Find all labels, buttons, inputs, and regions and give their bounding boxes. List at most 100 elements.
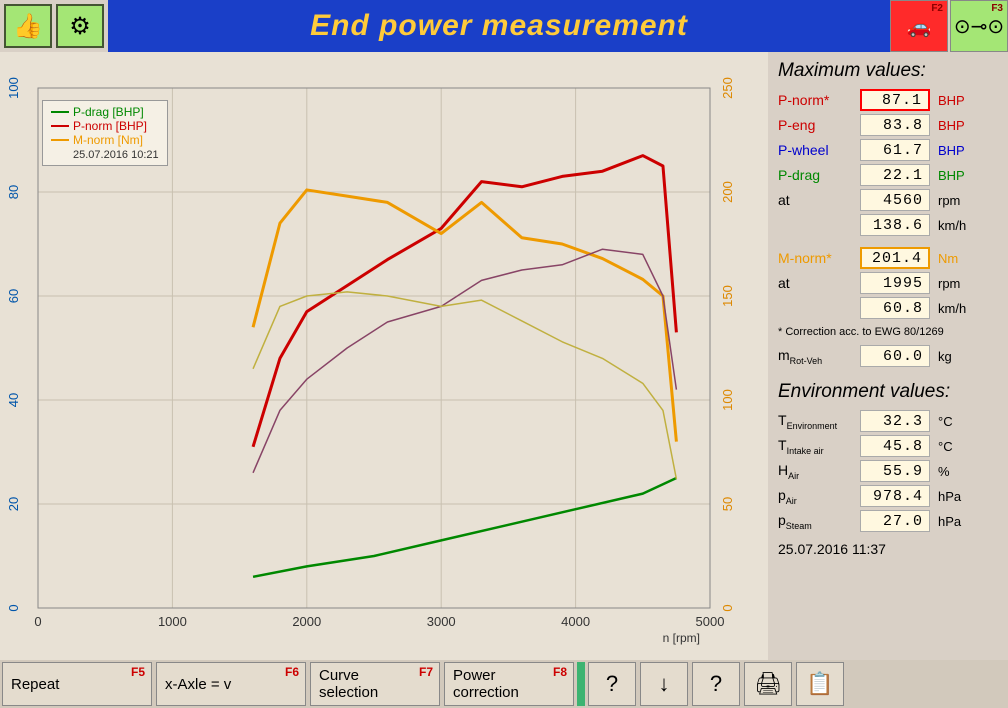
torque-rows: M-norm*201.4Nm at1995rpm60.8km/h bbox=[778, 246, 998, 320]
svg-text:4000: 4000 bbox=[561, 614, 590, 629]
legend-label: P-norm [BHP] bbox=[73, 119, 147, 133]
svg-text:5000: 5000 bbox=[696, 614, 725, 629]
fkey-label: F7 bbox=[419, 665, 433, 679]
fkey-label: F5 bbox=[131, 665, 145, 679]
values-sidebar: Maximum values: P-norm*87.1BHPP-eng83.8B… bbox=[768, 52, 1008, 660]
value-label: at bbox=[778, 275, 860, 291]
m-rot-unit: kg bbox=[930, 349, 974, 364]
value-unit: BHP bbox=[930, 168, 974, 183]
value-label: P-eng bbox=[778, 117, 860, 133]
value-row: P-wheel61.7BHP bbox=[778, 138, 998, 162]
value-box: 55.9 bbox=[860, 460, 930, 482]
legend-item: M-norm [Nm] bbox=[51, 133, 159, 147]
legend-swatch bbox=[51, 125, 69, 127]
footer-bar: F5RepeatF6x-Axle = vF7CurveselectionF8Po… bbox=[0, 660, 1008, 708]
env-values-title: Environment values: bbox=[778, 381, 998, 403]
svg-text:20: 20 bbox=[6, 497, 21, 511]
value-label: pSteam bbox=[778, 512, 860, 531]
value-unit: km/h bbox=[930, 301, 974, 316]
footer-button-f8[interactable]: F8Powercorrection bbox=[444, 662, 574, 706]
value-row: 138.6km/h bbox=[778, 213, 998, 237]
legend-label: P-drag [BHP] bbox=[73, 105, 144, 119]
env-values-rows: TEnvironment32.3°CTIntake air45.8°CHAir5… bbox=[778, 409, 998, 533]
value-unit: hPa bbox=[930, 489, 974, 504]
footer-button-f5[interactable]: F5Repeat bbox=[2, 662, 152, 706]
svg-text:60: 60 bbox=[6, 289, 21, 303]
header-bar: 👍 ⚙ End power measurement F2🚗 F3⊙⊸⊙ bbox=[0, 0, 1008, 52]
legend-item: P-drag [BHP] bbox=[51, 105, 159, 119]
value-unit: rpm bbox=[930, 276, 974, 291]
chart-legend: P-drag [BHP]P-norm [BHP]M-norm [Nm]25.07… bbox=[42, 100, 168, 166]
value-row: at4560rpm bbox=[778, 188, 998, 212]
value-box: 22.1 bbox=[860, 164, 930, 186]
value-row: M-norm*201.4Nm bbox=[778, 246, 998, 270]
value-label: pAir bbox=[778, 487, 860, 506]
value-label: TIntake air bbox=[778, 437, 860, 456]
m-rot-value: 60.0 bbox=[860, 345, 930, 367]
f2-button[interactable]: F2🚗 bbox=[890, 0, 948, 52]
value-unit: BHP bbox=[930, 118, 974, 133]
svg-text:250: 250 bbox=[720, 77, 735, 99]
value-box: 45.8 bbox=[860, 435, 930, 457]
header-left-buttons: 👍 ⚙ bbox=[0, 0, 108, 52]
value-row: pAir978.4hPa bbox=[778, 484, 998, 508]
value-unit: °C bbox=[930, 414, 974, 429]
legend-swatch bbox=[51, 139, 69, 141]
footer-icon-button-3[interactable]: 🖨 bbox=[744, 662, 792, 706]
value-label: HAir bbox=[778, 462, 860, 481]
value-label: at bbox=[778, 192, 860, 208]
svg-text:3000: 3000 bbox=[427, 614, 456, 629]
svg-text:0: 0 bbox=[34, 614, 41, 629]
svg-text:150: 150 bbox=[720, 285, 735, 307]
svg-text:2000: 2000 bbox=[292, 614, 321, 629]
svg-text:n [rpm]: n [rpm] bbox=[663, 631, 700, 645]
value-box: 138.6 bbox=[860, 214, 930, 236]
value-unit: % bbox=[930, 464, 974, 479]
value-label: P-norm* bbox=[778, 92, 860, 108]
footer-button-f6[interactable]: F6x-Axle = v bbox=[156, 662, 306, 706]
footer-icon-button-1[interactable]: ↓ bbox=[640, 662, 688, 706]
value-box: 4560 bbox=[860, 189, 930, 211]
engine-button[interactable]: ⚙ bbox=[56, 4, 104, 48]
footer-button-f7[interactable]: F7Curveselection bbox=[310, 662, 440, 706]
value-box: 83.8 bbox=[860, 114, 930, 136]
value-row: P-drag22.1BHP bbox=[778, 163, 998, 187]
value-box: 1995 bbox=[860, 272, 930, 294]
value-row: P-eng83.8BHP bbox=[778, 113, 998, 137]
timestamp: 25.07.2016 11:37 bbox=[778, 541, 998, 557]
value-unit: hPa bbox=[930, 514, 974, 529]
value-row: TIntake air45.8°C bbox=[778, 434, 998, 458]
svg-text:0: 0 bbox=[6, 604, 21, 611]
value-unit: rpm bbox=[930, 193, 974, 208]
m-rot-row: mRot-Veh 60.0 kg bbox=[778, 344, 998, 368]
value-label: M-norm* bbox=[778, 250, 860, 266]
legend-item: P-norm [BHP] bbox=[51, 119, 159, 133]
chart-area: 0100020003000400050000204060801000501001… bbox=[0, 52, 768, 660]
value-box: 201.4 bbox=[860, 247, 930, 269]
fkey-label: F8 bbox=[553, 665, 567, 679]
svg-text:0: 0 bbox=[720, 604, 735, 611]
correction-note: * Correction acc. to EWG 80/1269 bbox=[778, 326, 998, 338]
footer-icon-button-4[interactable]: 📋 bbox=[796, 662, 844, 706]
footer-icon-button-2[interactable]: ? bbox=[692, 662, 740, 706]
header-right-buttons: F2🚗 F3⊙⊸⊙ bbox=[890, 0, 1008, 52]
value-row: P-norm*87.1BHP bbox=[778, 88, 998, 112]
value-unit: km/h bbox=[930, 218, 974, 233]
legend-label: M-norm [Nm] bbox=[73, 133, 143, 147]
value-row: pSteam27.0hPa bbox=[778, 509, 998, 533]
svg-text:100: 100 bbox=[6, 77, 21, 99]
value-box: 60.8 bbox=[860, 297, 930, 319]
svg-text:100: 100 bbox=[720, 389, 735, 411]
ok-thumb-button[interactable]: 👍 bbox=[4, 4, 52, 48]
value-label: P-drag bbox=[778, 167, 860, 183]
max-values-rows: P-norm*87.1BHPP-eng83.8BHPP-wheel61.7BHP… bbox=[778, 88, 998, 237]
max-values-title: Maximum values: bbox=[778, 60, 998, 82]
f3-button[interactable]: F3⊙⊸⊙ bbox=[950, 0, 1008, 52]
value-row: HAir55.9% bbox=[778, 459, 998, 483]
value-label: P-wheel bbox=[778, 142, 860, 158]
footer-icon-button-0[interactable]: ? bbox=[588, 662, 636, 706]
main-area: 0100020003000400050000204060801000501001… bbox=[0, 52, 1008, 660]
value-box: 978.4 bbox=[860, 485, 930, 507]
svg-text:40: 40 bbox=[6, 393, 21, 407]
svg-text:200: 200 bbox=[720, 181, 735, 203]
